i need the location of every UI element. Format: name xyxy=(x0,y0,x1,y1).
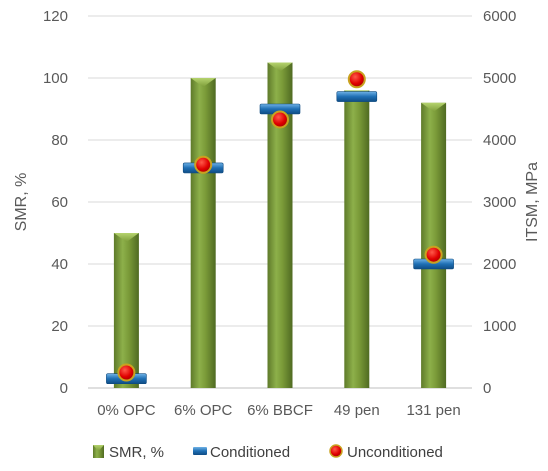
x-tick-label: 0% OPC xyxy=(97,402,156,419)
legend-item-unconditioned: Unconditioned xyxy=(329,444,443,461)
bar xyxy=(190,78,216,388)
bar-cap xyxy=(421,102,447,112)
legend-unconditioned-label: Unconditioned xyxy=(347,444,443,461)
y2-tick-label: 3000 xyxy=(483,194,516,211)
legend-item-smr: SMR, % xyxy=(93,444,164,461)
x-tick-label: 6% BBCF xyxy=(247,402,313,419)
legend-smr-label: SMR, % xyxy=(109,444,164,461)
y-tick-label: 120 xyxy=(43,8,68,25)
y2-tick-label: 4000 xyxy=(483,132,516,149)
category-axis-ticks: 0% OPC 6% OPC 6% BBCF 49 pen 131 pen xyxy=(97,402,460,419)
x-tick-label: 6% OPC xyxy=(174,402,233,419)
legend-smr-swatch xyxy=(93,445,104,458)
bar-body xyxy=(421,102,447,389)
unconditioned-markers xyxy=(117,70,443,382)
y-axis-title: SMR, % xyxy=(13,173,30,232)
y2-tick-label: 6000 xyxy=(483,8,516,25)
left-axis-ticks: 0 20 40 60 80 100 120 xyxy=(43,8,68,397)
x-tick-label: 49 pen xyxy=(334,402,380,419)
right-axis-ticks: 0 1000 2000 3000 4000 5000 6000 xyxy=(483,8,516,397)
y-tick-label: 60 xyxy=(51,194,68,211)
legend: SMR, % Conditioned Unconditioned xyxy=(93,444,443,461)
unconditioned-marker xyxy=(424,245,443,264)
legend-unconditioned-swatch xyxy=(329,444,343,458)
y-tick-label: 0 xyxy=(60,380,68,397)
bar-body xyxy=(190,78,216,388)
conditioned-marker xyxy=(336,91,378,102)
y2-tick-label: 0 xyxy=(483,380,491,397)
bar-cap xyxy=(267,62,293,72)
bar xyxy=(113,233,139,388)
legend-item-conditioned: Conditioned xyxy=(193,444,290,461)
x-tick-label: 131 pen xyxy=(406,402,460,419)
y2-tick-label: 1000 xyxy=(483,318,516,335)
y2-tick-label: 5000 xyxy=(483,70,516,87)
legend-smr-cap xyxy=(93,445,104,451)
bar-cap xyxy=(190,78,216,87)
y-tick-label: 40 xyxy=(51,256,68,273)
bar-body xyxy=(344,90,370,389)
legend-conditioned-label: Conditioned xyxy=(210,444,290,461)
unconditioned-marker xyxy=(117,363,136,382)
y2-axis-title: ITSM, MPa xyxy=(524,162,541,242)
bar-cap xyxy=(113,233,139,242)
y-tick-label: 20 xyxy=(51,318,68,335)
y-tick-label: 100 xyxy=(43,70,68,87)
bar xyxy=(344,90,370,389)
unconditioned-marker xyxy=(194,155,213,174)
legend-conditioned-swatch xyxy=(193,447,207,455)
y2-tick-label: 2000 xyxy=(483,256,516,273)
bar xyxy=(421,102,447,389)
unconditioned-marker xyxy=(347,70,366,89)
unconditioned-marker xyxy=(271,110,289,129)
y-tick-label: 80 xyxy=(51,132,68,149)
bar-body xyxy=(113,233,139,388)
